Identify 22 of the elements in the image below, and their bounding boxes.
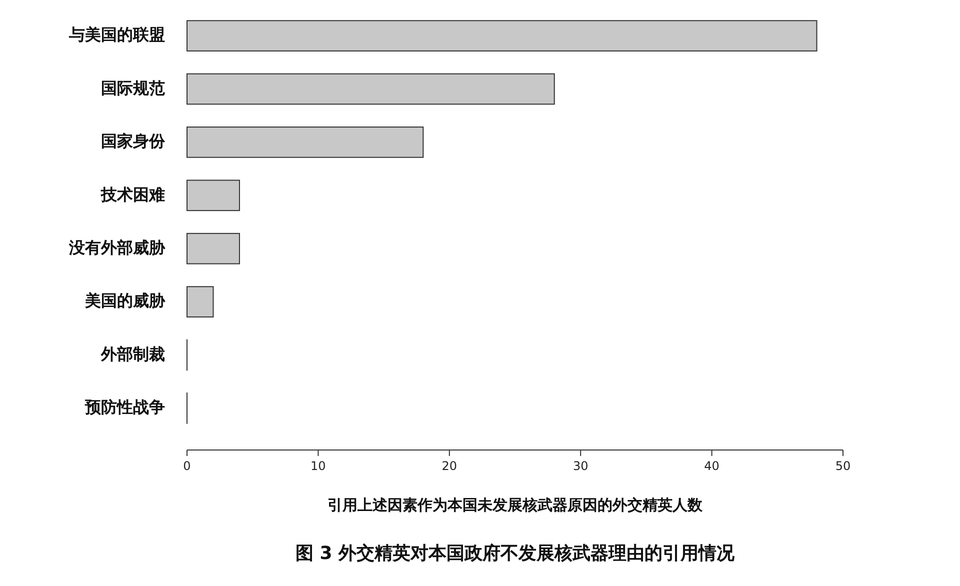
bar [186,73,555,105]
y-tick-label: 没有外部威胁 [68,238,166,257]
x-tick-label: 0 [183,459,191,473]
y-tick-label: 美国的威胁 [84,291,166,310]
x-axis-title: 引用上述因素作为本国未发展核武器原因的外交精英人数 [328,496,704,514]
y-tick-label: 技术困难 [100,184,165,204]
bar [186,180,240,212]
x-tick-label: 30 [572,459,588,473]
y-tick-label: 国家身份 [101,132,166,151]
bar [186,126,424,158]
y-tick-label: 国际规范 [101,78,165,98]
y-tick-label: 预防性战争 [84,398,165,417]
x-tick-label: 20 [442,459,458,473]
bar [186,232,240,264]
text: 图 3 外交精英对本国政府不发展核武器理由的引用情况 [295,543,736,564]
x-tick-label: 50 [835,459,851,473]
x-tick-label: 10 [310,459,326,473]
bar [186,286,214,318]
y-tick-label: 与美国的联盟 [68,25,165,44]
y-tick-label: 外部制裁 [100,344,165,364]
bar [186,20,818,52]
x-tick-label: 40 [704,459,720,473]
